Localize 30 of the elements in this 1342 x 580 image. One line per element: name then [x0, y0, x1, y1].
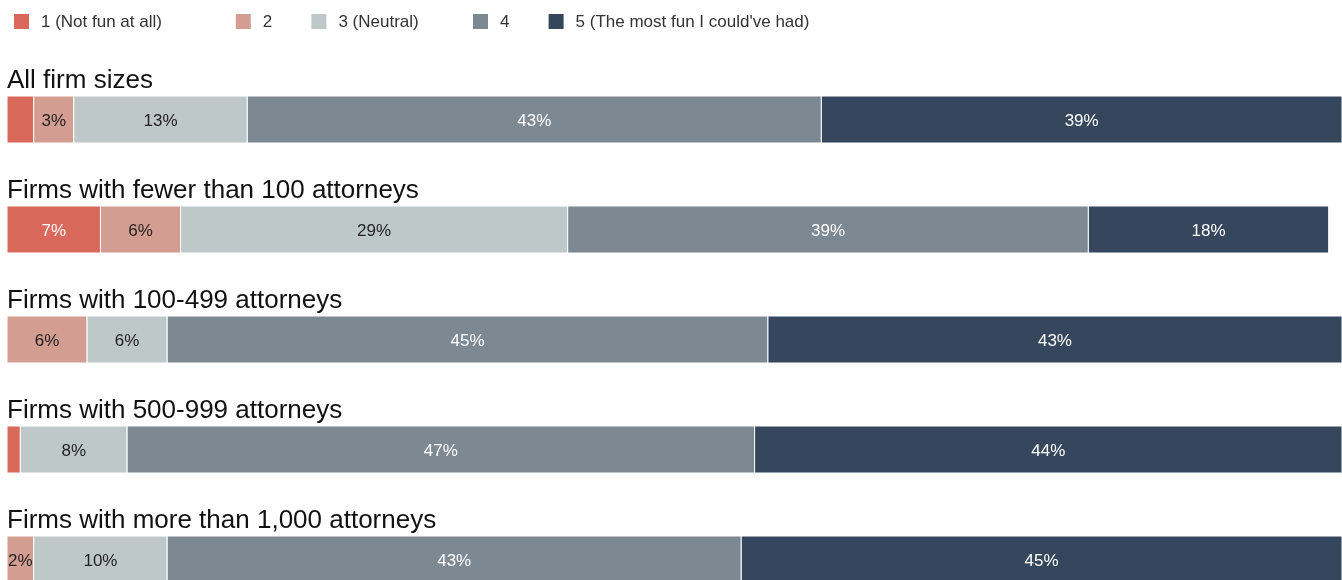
data-label: 7% [41, 220, 67, 240]
data-label: 10% [83, 550, 118, 570]
y-tick-label: Firms with 500-999 attorneys [7, 394, 343, 424]
legend-label: 5 (The most fun I could've had) [575, 12, 810, 31]
data-label: 6% [128, 220, 153, 240]
data-label: 29% [357, 220, 392, 240]
legend-label: 4 [500, 12, 510, 31]
y-tick-label: Firms with more than 1,000 attorneys [7, 504, 437, 534]
data-label: 43% [437, 550, 472, 570]
data-label: 45% [450, 330, 485, 350]
legend-label: 3 (Neutral) [338, 12, 419, 31]
data-label: 44% [1031, 440, 1066, 460]
y-tick-label: Firms with fewer than 100 attorneys [7, 174, 419, 204]
legend-label: 2 [262, 12, 273, 31]
y-tick-label: Firms with 100-499 attorneys [7, 284, 343, 314]
data-label: 39% [1064, 110, 1099, 130]
data-label: 43% [517, 110, 552, 130]
data-label: 18% [1191, 220, 1226, 240]
data-label: 3% [41, 110, 67, 130]
data-label: 8% [61, 440, 87, 460]
data-label: 43% [1037, 330, 1072, 350]
y-tick-label: All firm sizes [7, 64, 153, 94]
data-label: 47% [423, 440, 458, 460]
data-label: 2% [8, 550, 33, 570]
data-label: 6% [34, 330, 60, 350]
data-label: 6% [114, 330, 140, 350]
legend-label: 1 (Not fun at all) [41, 12, 162, 31]
data-label: 45% [1024, 550, 1059, 570]
data-label: 13% [143, 110, 178, 130]
data-label: 39% [811, 220, 846, 240]
